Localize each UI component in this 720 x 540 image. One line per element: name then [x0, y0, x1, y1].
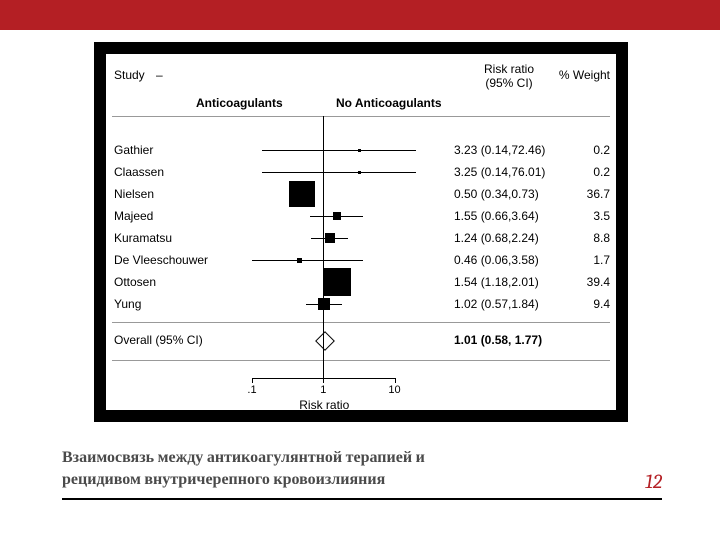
header-rr-line1: Risk ratio: [484, 62, 534, 76]
study-name: Kuramatsu: [114, 231, 172, 245]
axis-tick-label: 10: [388, 384, 400, 396]
bottom-separator-line: [112, 360, 610, 361]
forest-row: De Vleeschouwer 0.46 (0.06,3.58) 1.7: [106, 249, 616, 271]
weight-value: 36.7: [564, 187, 610, 201]
study-name: Gathier: [114, 143, 153, 157]
header-study: Study: [114, 68, 145, 82]
header-risk-ratio: Risk ratio (95% CI): [454, 62, 564, 90]
reference-line: [323, 116, 324, 378]
point-marker: [333, 212, 341, 220]
forest-row: Majeed 1.55 (0.66,3.64) 3.5: [106, 205, 616, 227]
axis-tick-label: .1: [247, 384, 256, 396]
study-name: Yung: [114, 297, 141, 311]
weight-value: 0.2: [564, 143, 610, 157]
weight-value: 9.4: [564, 297, 610, 311]
ci-line: [262, 172, 416, 173]
point-marker: [323, 268, 351, 296]
axis-tick: [395, 378, 396, 383]
rr-value: 0.50 (0.34,0.73): [454, 187, 539, 201]
rr-value: 3.23 (0.14,72.46): [454, 143, 545, 157]
point-marker: [325, 233, 335, 243]
rr-value: 1.24 (0.68,2.24): [454, 231, 539, 245]
header-rr-line2: (95% CI): [485, 76, 532, 90]
axis-tick: [323, 378, 324, 383]
overall-label: Overall (95% CI): [114, 333, 203, 347]
header-group-no-anticoagulants: No Anticoagulants: [336, 96, 442, 110]
caption-underline: [62, 498, 662, 500]
header-weight: % Weight: [550, 68, 610, 82]
page-number: 12: [645, 470, 662, 493]
forest-row: Claassen 3.25 (0.14,76.01) 0.2: [106, 161, 616, 183]
weight-value: 39.4: [564, 275, 610, 289]
overall-row: Overall (95% CI) 1.01 (0.58, 1.77): [106, 329, 616, 351]
overall-separator-line: [112, 322, 610, 323]
header-separator-line: [112, 116, 610, 117]
study-name: De Vleeschouwer: [114, 253, 208, 267]
axis-tick-label: 1: [320, 384, 326, 396]
forest-row: Nielsen 0.50 (0.34,0.73) 36.7: [106, 183, 616, 205]
rr-value: 0.46 (0.06,3.58): [454, 253, 539, 267]
caption-line-1: Взаимосвязь между антикоагулянтной терап…: [62, 448, 425, 467]
rr-value: 1.02 (0.57,1.84): [454, 297, 539, 311]
overall-diamond: [315, 331, 335, 351]
ci-line: [252, 260, 363, 261]
header-red-bar: [0, 0, 720, 30]
weight-value: 8.8: [564, 231, 610, 245]
weight-value: 3.5: [564, 209, 610, 223]
study-name: Majeed: [114, 209, 153, 223]
ci-line: [262, 150, 416, 151]
header-group-anticoagulants: Anticoagulants: [196, 96, 283, 110]
weight-value: 0.2: [564, 165, 610, 179]
study-name: Nielsen: [114, 187, 154, 201]
point-marker: [297, 258, 302, 263]
rr-value: 3.25 (0.14,76.01): [454, 165, 545, 179]
point-marker: [358, 149, 361, 152]
forest-row: Kuramatsu 1.24 (0.68,2.24) 8.8: [106, 227, 616, 249]
axis-tick: [252, 378, 253, 383]
point-marker: [358, 171, 361, 174]
rr-value: 1.55 (0.66,3.64): [454, 209, 539, 223]
point-marker: [289, 181, 315, 207]
study-name: Ottosen: [114, 275, 156, 289]
axis-title: Risk ratio: [299, 398, 349, 412]
weight-value: 1.7: [564, 253, 610, 267]
study-name: Claassen: [114, 165, 164, 179]
study-dash-icon: –: [156, 68, 163, 82]
forest-row: Ottosen 1.54 (1.18,2.01) 39.4: [106, 271, 616, 293]
overall-rr-value: 1.01 (0.58, 1.77): [454, 333, 542, 347]
forest-row: Yung 1.02 (0.57,1.84) 9.4: [106, 293, 616, 315]
forest-plot-area: Study – Risk ratio (95% CI) % Weight Ant…: [106, 54, 616, 410]
rr-value: 1.54 (1.18,2.01): [454, 275, 539, 289]
caption-line-2: рецидивом внутричерепного кровоизлияния: [62, 470, 385, 489]
forest-row: Gathier 3.23 (0.14,72.46) 0.2: [106, 139, 616, 161]
